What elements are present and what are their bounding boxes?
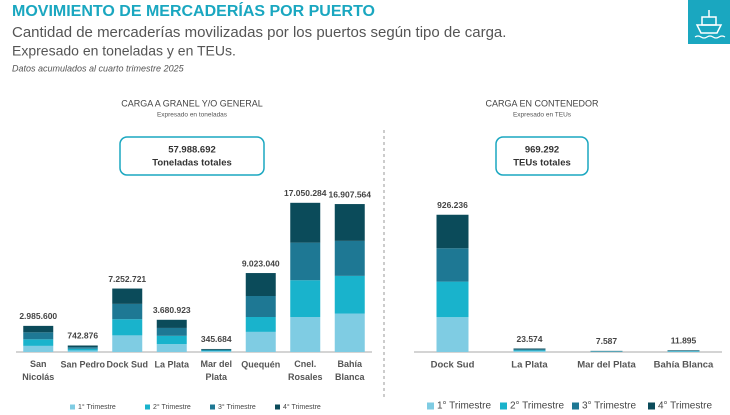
bar-segment	[513, 349, 546, 351]
bar-segment	[201, 351, 232, 352]
x-tick-label: La Plata	[154, 359, 190, 369]
x-tick-label: Mar del Plata	[577, 360, 636, 371]
x-tick-label: Quequén	[241, 359, 280, 369]
x-tick-label: Dock Sud	[106, 359, 148, 369]
total-label: 742.876	[67, 331, 98, 341]
x-tick-label: Mar del Plata	[200, 359, 232, 382]
summary-box	[119, 136, 265, 176]
bar-segment	[436, 214, 469, 249]
bar-segment	[245, 317, 276, 332]
total-label: 23.574	[517, 334, 543, 344]
bar-segment	[67, 347, 98, 349]
total-label: 7.252.721	[108, 274, 146, 284]
bar-segment	[245, 331, 276, 352]
bar-segment	[67, 348, 98, 351]
bar-segment	[67, 350, 98, 352]
legend-swatch	[145, 404, 150, 410]
bar-segment	[290, 202, 321, 243]
bar-segment	[290, 280, 321, 317]
bar-segment	[23, 332, 54, 340]
total-label: 3.680.923	[153, 305, 191, 315]
bar-segment	[245, 296, 276, 317]
x-tick-label: San Pedro	[60, 359, 105, 369]
bar-segment	[156, 335, 187, 345]
bar-segment	[201, 350, 232, 352]
total-label: 926.236	[437, 200, 468, 210]
bar-segment	[290, 242, 321, 281]
bar-segment	[513, 351, 546, 352]
summary-value: 57.988.692	[168, 145, 216, 156]
bar-segment	[23, 339, 54, 346]
bar-segment	[436, 317, 469, 352]
chart-subtitle: Expresado en toneladas	[157, 112, 228, 119]
x-tick-label: Cnel. Rosales	[288, 359, 323, 382]
ship-icon	[688, 0, 730, 44]
chart-title: CARGA EN CONTENEDOR	[485, 98, 599, 108]
chart-title: CARGA A GRANEL Y/O GENERAL	[121, 98, 263, 108]
legend-swatch	[500, 402, 507, 410]
legend-swatch	[427, 402, 434, 410]
bar-segment	[513, 348, 546, 350]
bar-segment	[513, 350, 546, 352]
legend-swatch	[572, 402, 579, 410]
bar-segment	[112, 335, 143, 352]
legend-label: 1° Trimestre	[437, 401, 491, 412]
legend-swatch	[70, 404, 75, 410]
legend-label: 1° Trimestre	[78, 403, 116, 411]
legend-label: 3° Trimestre	[218, 403, 256, 411]
summary-caption: Toneladas totales	[152, 158, 232, 169]
page-subtitle: Expresado en toneladas y en TEUs.	[12, 43, 236, 59]
summary-box	[495, 136, 589, 176]
bar-segment	[201, 348, 232, 350]
legend-label: 2° Trimestre	[153, 403, 191, 411]
legend-label: 3° Trimestre	[582, 401, 636, 412]
bar-segment	[201, 349, 232, 351]
bar-segment	[112, 303, 143, 320]
bar-segment	[334, 275, 365, 314]
x-tick-label: San Nicolás	[22, 359, 54, 382]
summary-caption: TEUs totales	[513, 158, 571, 169]
legend-swatch	[210, 404, 215, 410]
bar-segment	[245, 273, 276, 296]
x-tick-label: Bahía Blanca	[335, 359, 366, 382]
bar-segment	[334, 204, 365, 241]
legend-swatch	[648, 402, 655, 410]
legend-swatch	[275, 404, 280, 410]
total-label: 2.985.600	[19, 311, 57, 321]
bar-segment	[112, 288, 143, 304]
bar-segment	[436, 248, 469, 282]
legend-label: 4° Trimestre	[283, 403, 321, 411]
bar-segment	[156, 327, 187, 336]
total-label: 345.684	[201, 334, 232, 344]
legend-label: 4° Trimestre	[658, 401, 712, 412]
bar-segment	[23, 325, 54, 333]
summary-value: 969.292	[525, 145, 559, 156]
x-tick-label: Bahía Blanca	[654, 360, 714, 371]
total-label: 17.050.284	[284, 188, 327, 198]
bar-segment	[334, 240, 365, 276]
bar-segment	[334, 313, 365, 352]
total-label: 7.587	[596, 336, 618, 346]
bar-segment	[156, 344, 187, 352]
bar-segment	[67, 345, 98, 348]
page-note: Datos acumulados al cuarto trimestre 202…	[12, 63, 185, 73]
total-label: 9.023.040	[242, 258, 280, 268]
bar-segment	[290, 317, 321, 352]
bar-segment	[436, 281, 469, 318]
bar-segment	[23, 345, 54, 352]
total-label: 16.907.564	[328, 189, 371, 199]
bar-segment	[156, 319, 187, 328]
bar-segment	[112, 319, 143, 336]
x-tick-label: Dock Sud	[431, 360, 475, 371]
x-tick-label: La Plata	[511, 360, 548, 371]
page-title: MOVIMIENTO DE MERCADERÍAS POR PUERTO	[12, 1, 375, 20]
chart-subtitle: Expresado en TEUs	[513, 112, 572, 119]
legend-label: 2° Trimestre	[510, 401, 564, 412]
total-label: 11.895	[671, 335, 697, 345]
page-subtitle: Cantidad de mercaderías movilizadas por …	[12, 24, 506, 41]
